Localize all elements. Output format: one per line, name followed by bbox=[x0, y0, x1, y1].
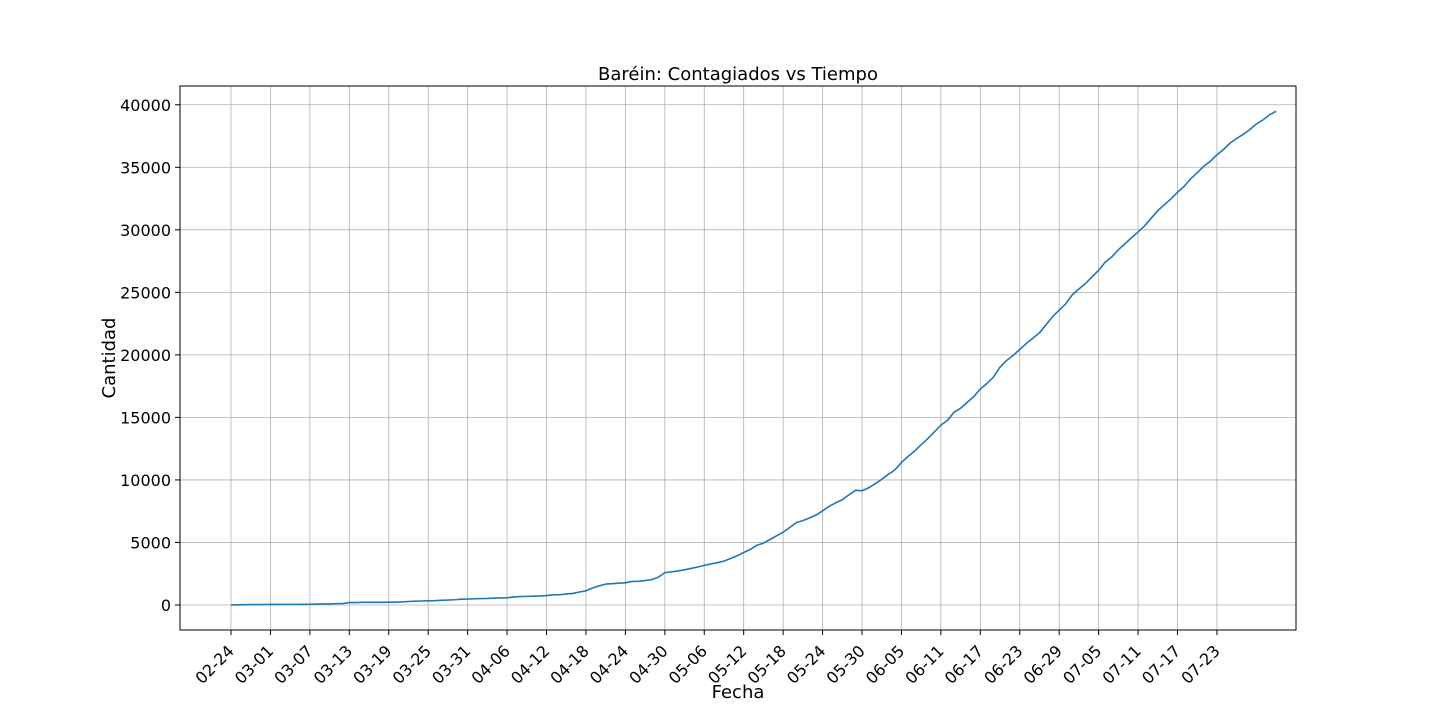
y-tick-label: 5000 bbox=[130, 533, 171, 552]
x-tick-label: 06-23 bbox=[980, 641, 1026, 687]
x-tick-label: 05-06 bbox=[665, 641, 711, 687]
y-tick-label: 25000 bbox=[120, 283, 171, 302]
x-tick-label: 03-25 bbox=[389, 641, 435, 687]
x-tick-label: 03-07 bbox=[270, 641, 316, 687]
y-tick-label: 20000 bbox=[120, 346, 171, 365]
x-tick-label: 07-11 bbox=[1099, 641, 1145, 687]
x-tick-label: 03-19 bbox=[349, 641, 395, 687]
x-tick-label: 06-05 bbox=[862, 641, 908, 687]
plot-frame bbox=[179, 85, 1297, 631]
x-tick-label: 07-05 bbox=[1059, 641, 1105, 687]
grid bbox=[180, 86, 1296, 630]
axis-ticks: 02-2403-0103-0703-1303-1903-2503-3104-06… bbox=[120, 96, 1224, 688]
x-tick-label: 03-01 bbox=[231, 641, 277, 687]
x-tick-label: 06-17 bbox=[941, 641, 987, 687]
x-tick-label: 07-17 bbox=[1138, 641, 1184, 687]
y-axis-title: Cantidad bbox=[99, 318, 120, 399]
y-tick-label: 30000 bbox=[120, 221, 171, 240]
x-axis-title: Fecha bbox=[712, 682, 765, 703]
y-tick-label: 40000 bbox=[120, 96, 171, 115]
y-tick-label: 10000 bbox=[120, 471, 171, 490]
x-tick-label: 03-13 bbox=[310, 641, 356, 687]
x-tick-label: 04-06 bbox=[468, 641, 514, 687]
x-tick-label: 04-12 bbox=[507, 641, 553, 687]
y-tick-label: 15000 bbox=[120, 408, 171, 427]
x-tick-label: 03-31 bbox=[428, 641, 474, 687]
x-tick-label: 02-24 bbox=[192, 641, 238, 687]
x-tick-label: 07-23 bbox=[1177, 641, 1223, 687]
x-tick-label: 04-18 bbox=[546, 641, 592, 687]
x-tick-label: 05-12 bbox=[704, 641, 750, 687]
series-line-contagiados bbox=[230, 110, 1277, 606]
series-layer bbox=[230, 110, 1277, 606]
y-tick-label: 35000 bbox=[120, 158, 171, 177]
x-tick-label: 05-30 bbox=[823, 641, 869, 687]
chart-title: Baréin: Contagiados vs Tiempo bbox=[598, 64, 878, 85]
x-tick-label: 05-24 bbox=[783, 641, 829, 687]
y-tick-label: 0 bbox=[161, 596, 171, 615]
x-tick-label: 04-24 bbox=[586, 641, 632, 687]
x-tick-label: 06-11 bbox=[901, 641, 947, 687]
x-tick-label: 04-30 bbox=[625, 641, 671, 687]
x-tick-label: 05-18 bbox=[744, 641, 790, 687]
x-tick-label: 06-29 bbox=[1020, 641, 1066, 687]
